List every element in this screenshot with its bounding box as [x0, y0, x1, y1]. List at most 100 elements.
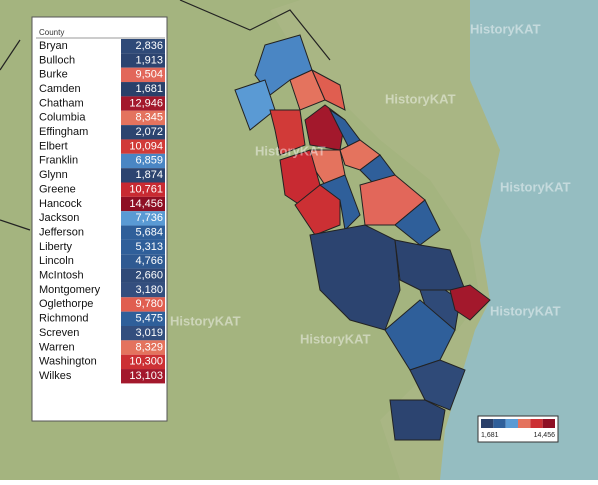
value-cell	[121, 369, 165, 384]
value-cell	[121, 268, 165, 283]
county-screven	[394, 199, 441, 246]
value-cell	[121, 211, 165, 226]
county-value: 6,859	[135, 155, 163, 167]
county-value: 9,780	[135, 298, 163, 310]
county-value: 10,300	[129, 356, 163, 368]
county-name: Montgomery	[39, 284, 101, 296]
value-cell	[121, 67, 165, 83]
county-name: Hancock	[39, 198, 82, 210]
value-cell	[121, 297, 165, 312]
county-name: Chatham	[39, 97, 84, 109]
watermark: HistoryKAT	[470, 21, 541, 36]
county-mcintosh	[409, 359, 466, 411]
county-name: Franklin	[39, 155, 78, 167]
table-header: County	[39, 28, 64, 37]
value-cell	[121, 326, 165, 341]
value-cell	[121, 282, 165, 298]
county-name: Burke	[39, 69, 68, 81]
county-name: Columbia	[39, 112, 86, 124]
county-name: Glynn	[39, 169, 68, 181]
county-value: 5,313	[135, 241, 163, 253]
county-name: Oglethorpe	[39, 298, 93, 310]
value-cell	[121, 225, 165, 240]
county-name: Warren	[39, 341, 75, 353]
watermark: HistoryKAT	[255, 143, 326, 158]
county-value: 1,681	[135, 83, 163, 95]
value-cell	[121, 239, 165, 255]
value-cell	[121, 354, 165, 370]
legend-min: 1,681	[481, 432, 499, 439]
county-name: Lincoln	[39, 255, 74, 267]
value-cell	[121, 139, 165, 154]
county-name: Elbert	[39, 140, 68, 152]
county-name: Greene	[39, 183, 76, 195]
watermark: HistoryKAT	[170, 313, 241, 328]
county-name: Jefferson	[39, 226, 84, 238]
value-cell	[121, 311, 165, 326]
county-name: Richmond	[39, 313, 89, 325]
county-value: 1,874	[135, 169, 163, 181]
value-cell	[121, 340, 165, 355]
watermark: HistoryKAT	[490, 303, 561, 318]
county-value: 8,345	[135, 112, 163, 124]
value-cell	[121, 96, 165, 111]
legend-max: 14,456	[534, 432, 556, 439]
watermark: HistoryKAT	[300, 331, 371, 346]
county-glynn-camden	[389, 399, 446, 441]
county-name: McIntosh	[39, 270, 84, 282]
county-value: 13,103	[129, 370, 163, 382]
county-name: Effingham	[39, 126, 88, 138]
counties	[234, 34, 491, 441]
county-elbert	[269, 109, 306, 156]
value-cell	[121, 196, 165, 212]
county-value: 2,836	[135, 40, 163, 52]
watermark: HistoryKAT	[385, 91, 456, 106]
legend-swatch	[493, 419, 506, 428]
county-value: 2,072	[135, 126, 163, 138]
county-name: Bulloch	[39, 54, 75, 66]
county-value: 10,761	[129, 183, 163, 195]
value-cell	[121, 125, 165, 140]
value-cell	[121, 53, 165, 68]
county-name: Camden	[39, 83, 81, 95]
value-cell	[121, 254, 165, 269]
value-cell	[121, 39, 165, 54]
county-value: 5,684	[135, 226, 163, 238]
county-name: Washington	[39, 356, 97, 368]
ocean	[440, 0, 598, 480]
legend-swatch	[518, 419, 531, 428]
county-value: 8,329	[135, 341, 163, 353]
county-jefferson	[318, 174, 361, 232]
county-value: 2,660	[135, 270, 163, 282]
county-washington	[294, 184, 341, 236]
watermark: HistoryKAT	[500, 179, 571, 194]
county-oglethorpe-a	[310, 68, 346, 111]
state-border	[0, 0, 331, 231]
county-name: Bryan	[39, 40, 68, 52]
legend-swatch	[542, 419, 555, 428]
county-value: 14,456	[129, 198, 163, 210]
county-value: 9,504	[135, 69, 163, 81]
legend-swatch	[481, 419, 494, 428]
legend-swatch	[505, 419, 518, 428]
county-name: Jackson	[39, 212, 79, 224]
county-value: 1,913	[135, 54, 163, 66]
value-cell	[121, 182, 165, 197]
value-cell	[121, 168, 165, 183]
value-cell	[121, 82, 165, 97]
county-value: 3,180	[135, 284, 163, 296]
county-value: 5,475	[135, 313, 163, 325]
county-value: 7,736	[135, 212, 163, 224]
county-chatham	[449, 284, 491, 321]
county-value: 3,019	[135, 327, 163, 339]
county-liberty	[384, 299, 456, 371]
county-montgomery	[309, 224, 401, 331]
legend-swatch	[530, 419, 543, 428]
county-name: Liberty	[39, 241, 73, 253]
county-value: 10,094	[129, 140, 163, 152]
value-cell	[121, 110, 165, 126]
value-cell	[121, 153, 165, 169]
county-value: 12,946	[129, 97, 163, 109]
county-name: Screven	[39, 327, 79, 339]
